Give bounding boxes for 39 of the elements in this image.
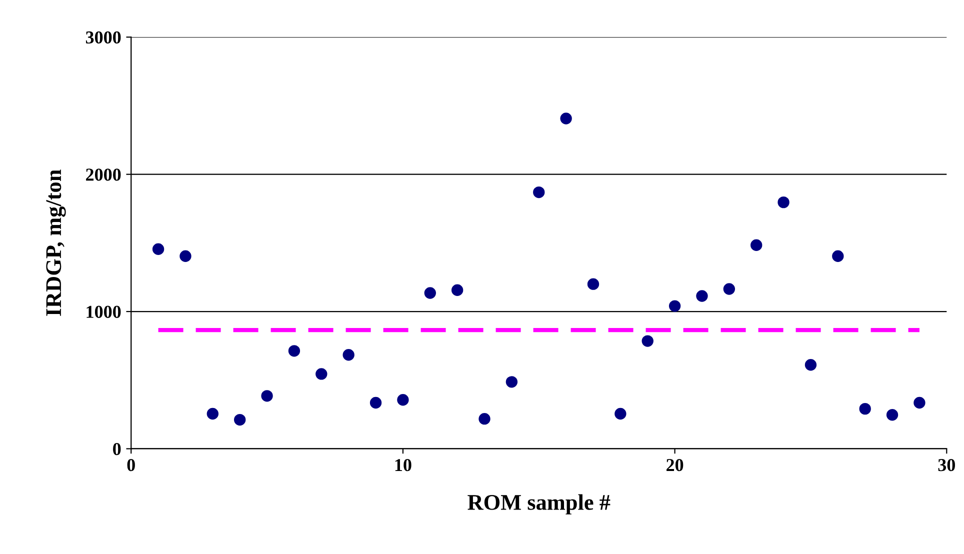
point [750, 239, 762, 251]
point [451, 284, 464, 296]
x-axis-title: ROM sample # [468, 494, 610, 514]
point [859, 402, 871, 415]
point [180, 250, 192, 262]
y-tick-label: 0 [113, 442, 121, 456]
point [560, 112, 572, 124]
point [668, 300, 681, 312]
point [587, 278, 600, 290]
point [506, 376, 518, 388]
x-tick-label: 0 [127, 458, 135, 472]
point [234, 414, 246, 426]
y-tick-label: 3000 [86, 31, 121, 44]
point [533, 186, 545, 198]
point [397, 394, 409, 406]
point [832, 250, 844, 262]
point [370, 396, 382, 409]
point [642, 335, 654, 347]
point [478, 412, 490, 425]
point [261, 390, 273, 402]
x-tick-label: 20 [666, 458, 684, 472]
point [424, 287, 436, 299]
point [696, 290, 708, 302]
y-axis-title: IRDGP, mg/ton [46, 170, 66, 316]
point [804, 359, 817, 371]
point [723, 283, 736, 295]
x-tick-label: 30 [938, 458, 955, 472]
point [206, 408, 219, 420]
point [886, 409, 898, 421]
point [316, 368, 328, 380]
point [342, 349, 354, 361]
point [614, 408, 626, 420]
y-tick-label: 1000 [86, 306, 121, 318]
point [152, 243, 164, 255]
point [914, 396, 926, 409]
point [778, 196, 790, 208]
y-tick-label: 2000 [86, 168, 121, 181]
point [288, 345, 300, 357]
x-tick-label: 10 [395, 458, 412, 472]
